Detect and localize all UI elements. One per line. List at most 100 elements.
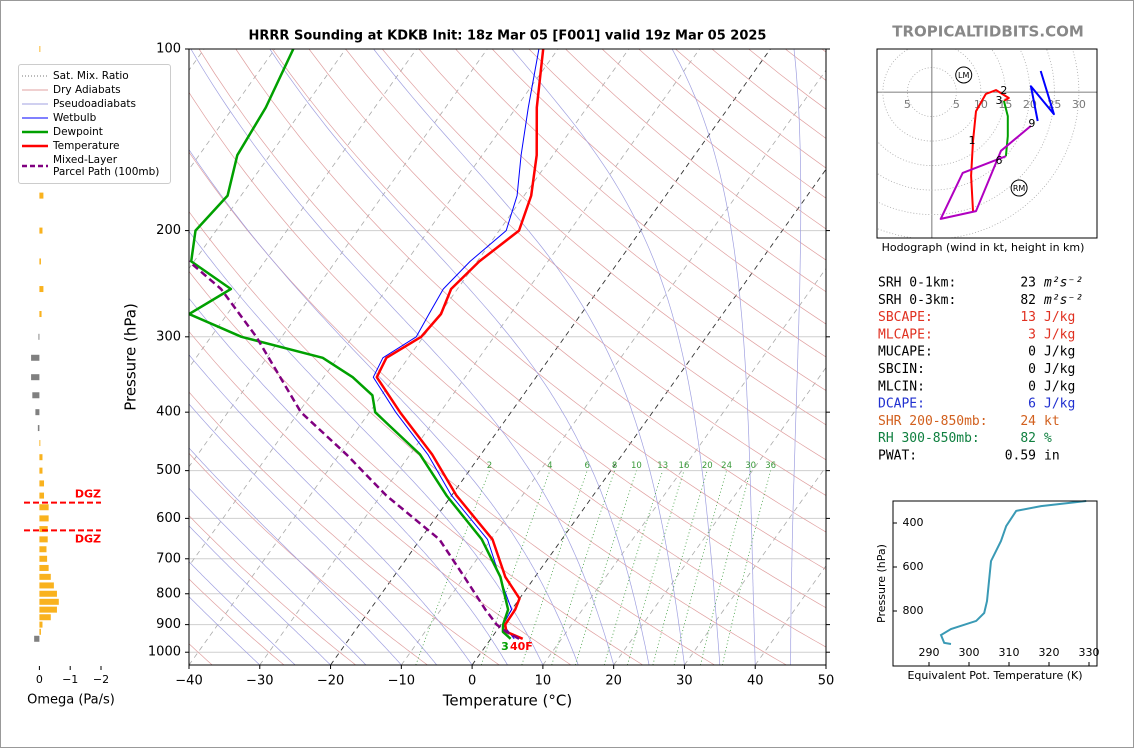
y-tick-label: 400 <box>156 405 181 420</box>
isotherm <box>189 49 276 171</box>
omega-bar <box>39 614 51 621</box>
isotherm <box>542 267 826 665</box>
mixing-ratio-label: 10 <box>631 461 642 471</box>
legend-entry: Dewpoint <box>19 126 170 138</box>
dry-adiabat <box>189 391 500 665</box>
y-tick-label: 700 <box>156 551 181 566</box>
x-tick-label: −20 <box>317 674 344 689</box>
dry-adiabat <box>491 49 826 325</box>
stat-label: MLCIN: <box>878 379 925 394</box>
legend-swatch <box>22 89 48 91</box>
stat-unit: m²s⁻² <box>1043 293 1083 308</box>
omega-bar <box>39 590 57 597</box>
x-tick-label: −30 <box>246 674 273 689</box>
storm-motion-label: LM <box>958 71 969 80</box>
profile-line <box>372 49 540 640</box>
pseudoadiabat <box>269 49 650 665</box>
dry-adiabat <box>189 452 428 665</box>
stat-label: MLCAPE: <box>878 327 933 342</box>
legend-entry: Mixed-Layer Parcel Path (100mb) <box>19 154 170 178</box>
x-tick-label: 20 <box>605 674 622 689</box>
dry-adiabat <box>189 211 715 665</box>
omega-bar <box>39 606 57 613</box>
isotherm <box>684 466 826 665</box>
dry-adiabat <box>189 151 787 665</box>
omega-bar <box>39 227 43 234</box>
isotherm <box>330 49 771 665</box>
dry-adiabat <box>821 49 826 53</box>
legend-swatch <box>22 144 48 148</box>
isotherm <box>189 49 488 468</box>
stat-value: 3 <box>1028 327 1036 342</box>
pseudoadiabat <box>189 354 473 665</box>
profile-line <box>189 260 520 640</box>
isotherm <box>613 366 826 665</box>
legend-swatch <box>22 130 48 134</box>
isotherm <box>189 49 417 369</box>
profile-line <box>375 49 545 640</box>
dry-adiabat <box>455 49 826 358</box>
y-tick-label: 200 <box>156 223 181 238</box>
omega-x-tick-label: 0 <box>36 673 43 686</box>
mixing-ratio-line <box>480 470 551 665</box>
skewt-plot <box>189 49 826 665</box>
hodo-ring-label: 30 <box>1072 98 1086 111</box>
pseudoadiabat <box>790 49 802 665</box>
stat-unit: J/kg <box>1044 397 1075 412</box>
storm-motion-marker <box>955 66 973 84</box>
storm-motion-label: RM <box>1013 184 1026 193</box>
isotherm <box>754 565 826 665</box>
theta-e-x-tick-label: 290 <box>919 646 940 659</box>
stat-unit: in <box>1044 449 1060 464</box>
pseudoadiabat <box>190 49 615 665</box>
pseudoadiabat <box>189 297 508 665</box>
legend-swatch <box>22 117 48 119</box>
stat-value: 0 <box>1028 345 1036 360</box>
dry-adiabat <box>198 49 826 609</box>
dgz-label: DGZ <box>75 488 101 501</box>
omega-x-tick-label: −2 <box>93 673 109 686</box>
omega-bar <box>39 621 43 628</box>
dry-adiabat <box>189 578 285 665</box>
dry-adiabat <box>418 49 826 391</box>
omega-bar <box>39 504 49 511</box>
hodo-trace <box>1029 70 1055 122</box>
mixing-ratio-line <box>700 470 752 665</box>
stat-label: SRH 0-1km: <box>878 276 956 291</box>
height-label: 9 <box>1028 117 1035 130</box>
legend-label: Dry Adiabats <box>53 84 121 96</box>
stat-unit: J/kg <box>1044 310 1075 325</box>
mixing-ratio-label: 20 <box>702 461 713 471</box>
y-tick-label: 800 <box>156 586 181 601</box>
isotherm <box>825 664 826 665</box>
y-tick-label: 600 <box>156 511 181 526</box>
stat-value: 13 <box>1020 310 1036 325</box>
isotherm <box>471 168 826 665</box>
stat-value: 24 <box>1020 414 1036 429</box>
theta-e-y-tick-label: 600 <box>903 560 924 573</box>
omega-x-label: Omega (Pa/s) <box>27 693 115 708</box>
stat-label: SBCIN: <box>878 362 925 377</box>
theta-e-frame <box>892 500 1098 667</box>
omega-bar <box>39 555 48 562</box>
stat-unit: % <box>1044 431 1052 446</box>
omega-bar <box>39 258 41 265</box>
hodo-ring-label: 5 <box>904 98 911 111</box>
legend-entry: Pseudoadiabats <box>19 98 170 110</box>
height-label: 3 <box>996 94 1003 107</box>
mixing-ratio-line <box>722 470 771 665</box>
omega-bar <box>32 392 40 399</box>
legend-label: Wetbulb <box>53 112 97 124</box>
omega-bar <box>39 454 43 461</box>
legend-entry: Dry Adiabats <box>19 84 170 96</box>
mixing-ratio-label: 16 <box>679 461 690 471</box>
legend-entry: Sat. Mix. Ratio <box>19 70 170 82</box>
height-label: 2 <box>1000 84 1007 97</box>
stat-unit: m²s⁻² <box>1043 276 1083 291</box>
pseudoadiabat <box>189 230 544 665</box>
x-tick-label: 30 <box>676 674 693 689</box>
dry-adiabat <box>785 49 826 81</box>
stat-value: 0.59 <box>1005 449 1036 464</box>
stat-unit: J/kg <box>1044 345 1075 360</box>
